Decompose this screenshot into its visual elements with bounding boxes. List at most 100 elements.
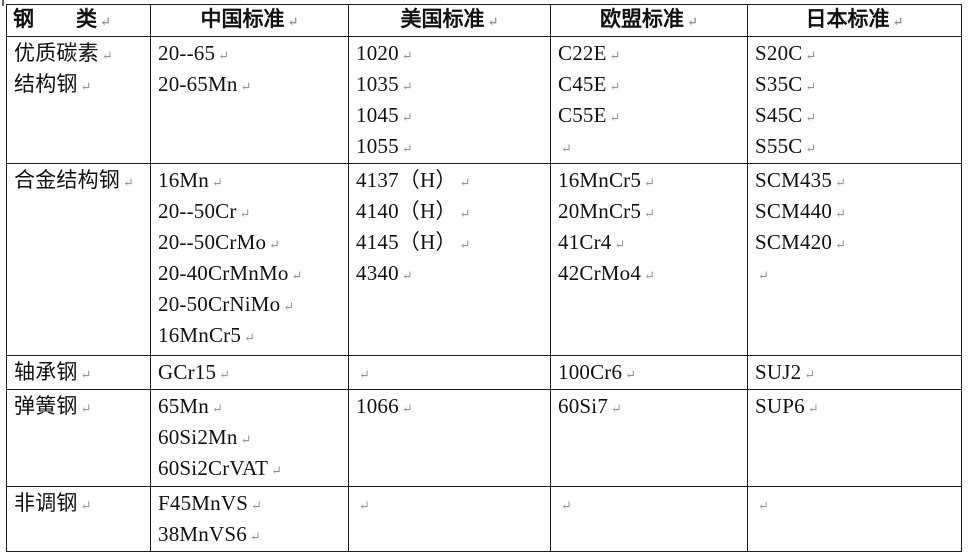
cell-line: 1055 ↵ bbox=[356, 131, 546, 162]
paragraph-mark-icon: ↵ bbox=[123, 175, 134, 190]
cell-line: ↵ bbox=[558, 131, 743, 162]
standard-cell: 4137（H） ↵ 4140（H） ↵ 4145（H） ↵ 4340 ↵ bbox=[348, 163, 551, 356]
steel-grade: GCr15 bbox=[158, 360, 217, 384]
cell-line: S35C ↵ bbox=[755, 69, 957, 100]
standard-cell: ↵ bbox=[747, 486, 962, 552]
paragraph-mark-icon: ↵ bbox=[804, 367, 816, 382]
header-cell: 美国标准 ↵ bbox=[348, 4, 551, 37]
steel-grade: SCM440 bbox=[755, 199, 833, 223]
row-end-mark-icon: ↵ bbox=[967, 495, 969, 508]
paragraph-mark-icon: ↵ bbox=[805, 110, 817, 125]
paragraph-mark-icon: ↵ bbox=[240, 79, 252, 94]
paragraph-mark-icon: ↵ bbox=[625, 367, 637, 382]
steel-grade: 20--65 bbox=[158, 41, 216, 65]
paragraph-mark-icon: ↵ bbox=[807, 401, 819, 416]
paragraph-mark-icon: ↵ bbox=[287, 14, 299, 29]
standard-cell: ↵ bbox=[348, 486, 551, 552]
paragraph-mark-icon: ↵ bbox=[401, 401, 413, 416]
paragraph-mark-icon: ↵ bbox=[805, 48, 817, 63]
steel-grade: 4340 bbox=[356, 261, 399, 285]
row-end-mark-icon: ↵ bbox=[967, 13, 969, 26]
steel-grade: 1020 bbox=[356, 41, 399, 65]
steel-grade: SUP6 bbox=[755, 394, 805, 418]
paragraph-mark-icon: ↵ bbox=[80, 401, 92, 416]
steel-grade: C22E bbox=[558, 41, 607, 65]
cell-line: SUJ2 ↵ bbox=[755, 357, 957, 388]
paragraph-mark-icon: ↵ bbox=[271, 463, 283, 478]
steel-grade: 4145（H） bbox=[356, 230, 457, 254]
paragraph-mark-icon: ↵ bbox=[211, 175, 223, 190]
paragraph-mark-icon: ↵ bbox=[758, 268, 769, 283]
paragraph-mark-icon: ↵ bbox=[401, 141, 413, 156]
paragraph-mark-icon: ↵ bbox=[401, 79, 413, 94]
cell-line: S45C ↵ bbox=[755, 100, 957, 131]
cell-line: 弹簧钢 ↵ bbox=[14, 391, 146, 422]
steel-grade: 20--50Cr bbox=[158, 199, 237, 223]
paragraph-mark-icon: ↵ bbox=[614, 237, 626, 252]
steel-grade: S45C bbox=[755, 103, 803, 127]
paragraph-mark-icon: ↵ bbox=[359, 498, 370, 513]
paragraph-mark-icon: ↵ bbox=[283, 299, 295, 314]
paragraph-mark-icon: ↵ bbox=[218, 48, 230, 63]
category-label: 非调钢 bbox=[14, 491, 78, 515]
header-label: 中国标准 bbox=[200, 7, 285, 31]
steel-grade: 1066 bbox=[356, 394, 399, 418]
table-row: 优质碳素 ↵ 结构钢 ↵ 20--65 ↵ 20-65Mn ↵ 1020 ↵ 1035 ↵ 1045 ↵ 1… bbox=[6, 36, 962, 164]
paragraph-mark-icon: ↵ bbox=[459, 206, 471, 221]
cell-line: 100Cr6 ↵ bbox=[558, 357, 743, 388]
header-cell: 钢 类 ↵ bbox=[6, 4, 151, 37]
paragraph-mark-icon: ↵ bbox=[687, 14, 698, 29]
cell-line: C45E ↵ bbox=[558, 69, 743, 100]
paragraph-mark-icon: ↵ bbox=[644, 206, 655, 221]
steel-grade: 4140（H） bbox=[356, 199, 457, 223]
paragraph-mark-icon: ↵ bbox=[835, 237, 846, 252]
header-label: 钢 类 bbox=[13, 7, 97, 31]
cell-line: 60Si2CrVAT ↵ bbox=[158, 453, 344, 484]
standard-cell: 60Si7 ↵ bbox=[550, 389, 748, 487]
steel-grade: 65Mn bbox=[158, 394, 209, 418]
steel-grade: C45E bbox=[558, 72, 607, 96]
paragraph-mark-icon: ↵ bbox=[269, 237, 281, 252]
header-label: 日本标准 bbox=[805, 7, 890, 31]
standard-cell: ↵ bbox=[348, 355, 551, 390]
standard-cell: 20--65 ↵ 20-65Mn ↵ bbox=[150, 36, 349, 164]
paragraph-mark-icon: ↵ bbox=[80, 367, 92, 382]
steel-grade: 16Mn bbox=[158, 168, 209, 192]
cell-line: GCr15 ↵ bbox=[158, 357, 344, 388]
standard-cell: SUJ2 ↵ bbox=[747, 355, 962, 390]
category-cell: 优质碳素 ↵ 结构钢 ↵ bbox=[6, 36, 151, 164]
cell-line: 20MnCr5 ↵ bbox=[558, 196, 743, 227]
cell-line: 16MnCr5 ↵ bbox=[158, 320, 344, 351]
cell-line: 1020 ↵ bbox=[356, 38, 546, 69]
standard-cell: 100Cr6 ↵ bbox=[550, 355, 748, 390]
table-header: 钢 类 ↵ 中国标准 ↵ 美国标准 ↵ 欧盟标准 ↵ 日本标准 ↵ bbox=[6, 4, 962, 37]
cell-line: ↵ bbox=[755, 488, 957, 519]
paragraph-mark-icon: ↵ bbox=[239, 206, 251, 221]
cell-line: SCM435 ↵ bbox=[755, 165, 957, 196]
category-label: 结构钢 bbox=[14, 72, 78, 96]
paragraph-mark-icon: ↵ bbox=[459, 237, 471, 252]
category-label: 优质碳素 bbox=[14, 41, 99, 65]
steel-grade: F45MnVS bbox=[158, 491, 249, 515]
steel-standards-table: 钢 类 ↵ 中国标准 ↵ 美国标准 ↵ 欧盟标准 ↵ 日本标准 ↵ 优质碳素 ↵ 结构钢 ↵ 20--65… bbox=[6, 4, 962, 552]
paragraph-mark-icon: ↵ bbox=[644, 175, 655, 190]
steel-grade: SUJ2 bbox=[755, 360, 802, 384]
cell-line: 20--50Cr ↵ bbox=[158, 196, 344, 227]
cell-line: 4340 ↵ bbox=[356, 258, 546, 289]
cell-line: 20-40CrMnMo ↵ bbox=[158, 258, 344, 289]
steel-grade: S20C bbox=[755, 41, 803, 65]
paragraph-mark-icon: ↵ bbox=[611, 401, 622, 416]
cell-line: 16MnCr5 ↵ bbox=[558, 165, 743, 196]
paragraph-mark-icon: ↵ bbox=[359, 367, 370, 382]
cell-line: ↵ bbox=[755, 258, 957, 289]
steel-grade: 38MnVS6 bbox=[158, 522, 247, 546]
steel-grade: 42CrMo4 bbox=[558, 261, 642, 285]
cell-line: C55E ↵ bbox=[558, 100, 743, 131]
cell-line: 38MnVS6 ↵ bbox=[158, 519, 344, 550]
cell-line: S20C ↵ bbox=[755, 38, 957, 69]
paragraph-mark-icon: ↵ bbox=[609, 48, 621, 63]
cell-line: 1066 ↵ bbox=[356, 391, 546, 422]
category-label: 合金结构钢 bbox=[14, 168, 120, 192]
category-label: 弹簧钢 bbox=[14, 394, 78, 418]
cell-line: 65Mn ↵ bbox=[158, 391, 344, 422]
